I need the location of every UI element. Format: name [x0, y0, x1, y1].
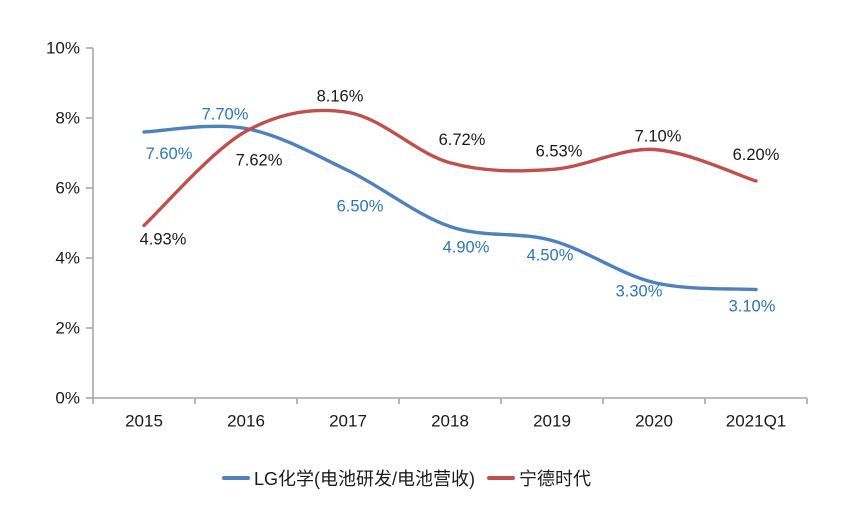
data-label-series-0: 7.70% — [202, 106, 249, 124]
data-label-series-1: 6.53% — [536, 142, 583, 160]
series-line-1 — [142, 108, 758, 228]
legend-item-catl: 宁德时代 — [487, 465, 591, 491]
data-label-series-0: 4.90% — [443, 239, 490, 257]
legend-label-catl: 宁德时代 — [519, 469, 591, 489]
data-label-series-1: 6.20% — [733, 146, 780, 164]
x-axis-tick-label: 2017 — [329, 412, 367, 431]
series-line-0 — [142, 124, 758, 292]
x-axis-tick-label: 2020 — [635, 412, 673, 431]
y-axis-tick-label: 4% — [55, 249, 80, 268]
x-axis-tick-label: 2021Q1 — [726, 412, 787, 431]
data-label-series-0: 7.60% — [146, 145, 193, 163]
y-axis-tick-label: 6% — [55, 179, 80, 198]
y-axis-tick-label: 8% — [55, 109, 80, 128]
data-label-series-1: 7.10% — [635, 128, 682, 146]
data-label-series-0: 4.50% — [527, 247, 574, 265]
legend-label-lg-chem: LG化学(电池研发/电池营收) — [254, 469, 475, 489]
data-label-series-0: 6.50% — [337, 198, 384, 216]
data-label-series-0: 3.10% — [729, 298, 776, 316]
x-axis-tick-label: 2015 — [125, 412, 163, 431]
x-axis-tick-label: 2018 — [431, 412, 469, 431]
x-axis-tick-label: 2016 — [227, 412, 265, 431]
data-label-series-1: 4.93% — [140, 230, 187, 248]
chart-legend: LG化学(电池研发/电池营收) 宁德时代 — [0, 465, 868, 491]
data-label-series-1: 7.62% — [236, 151, 283, 169]
y-axis-tick-label: 10% — [46, 39, 80, 58]
legend-line-swatch-blue — [222, 476, 250, 480]
data-label-series-1: 6.72% — [439, 131, 486, 149]
data-label-series-1: 8.16% — [317, 87, 364, 105]
legend-item-lg-chem: LG化学(电池研发/电池营收) — [222, 465, 475, 491]
data-label-series-0: 3.30% — [616, 283, 663, 301]
y-axis-tick-label: 0% — [55, 389, 80, 408]
y-axis-tick-label: 2% — [55, 319, 80, 338]
legend-line-swatch-red — [487, 476, 515, 480]
x-axis-tick-label: 2019 — [533, 412, 571, 431]
